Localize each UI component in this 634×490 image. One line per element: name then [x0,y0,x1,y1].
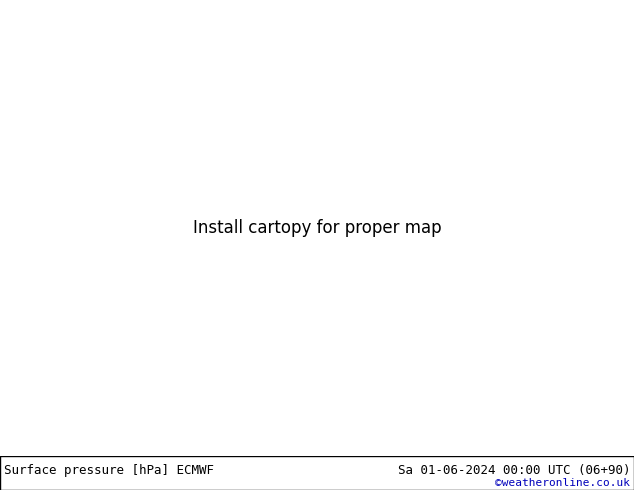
Text: Surface pressure [hPa] ECMWF: Surface pressure [hPa] ECMWF [4,464,214,477]
Text: Sa 01-06-2024 00:00 UTC (06+90): Sa 01-06-2024 00:00 UTC (06+90) [398,464,630,477]
Text: Install cartopy for proper map: Install cartopy for proper map [193,219,441,237]
Text: ©weatheronline.co.uk: ©weatheronline.co.uk [495,478,630,488]
